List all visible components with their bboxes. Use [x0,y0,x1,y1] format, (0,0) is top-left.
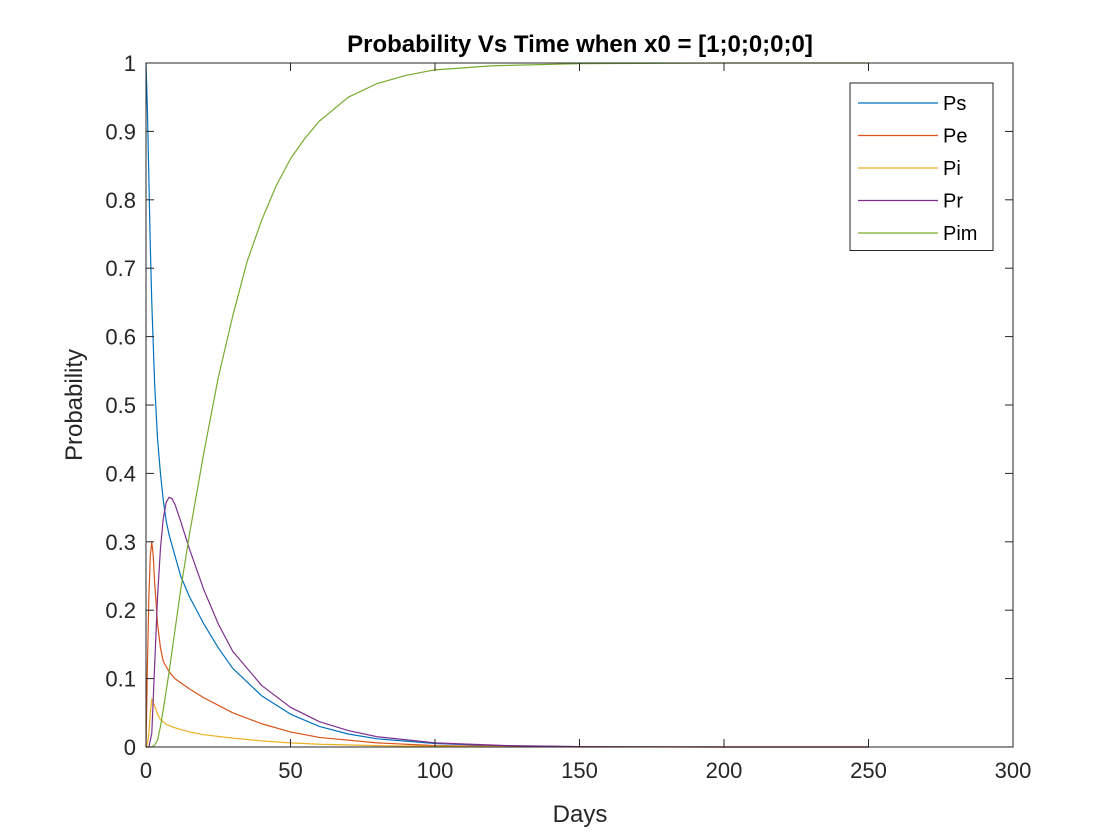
x-tick-label: 0 [140,758,152,783]
y-tick-label: 0.2 [105,598,136,623]
x-tick-label: 50 [278,758,302,783]
legend-label-ps: Ps [943,93,966,115]
y-tick-label: 0.6 [105,325,136,350]
y-tick-label: 0.3 [105,530,136,555]
series-line-pr [146,496,869,748]
y-tick-label: 1 [124,51,136,76]
legend-label-pr: Pr [943,191,963,213]
y-tick-label: 0.4 [105,461,136,486]
legend-label-pi: Pi [943,158,961,180]
series-layer [145,62,869,748]
y-axis-label: Probability [61,349,88,461]
y-tick-label: 0.8 [105,188,136,213]
x-tick-label: 250 [850,758,887,783]
y-tick-label: 0.1 [105,667,136,692]
ticks-layer: 0 50 100 150 200 250 300 0 0.1 0.2 0.3 0.4 0.5 0.6 0.7… [105,51,1031,783]
x-tick-label: 200 [706,758,743,783]
x-tick-label: 150 [561,758,598,783]
legend: Ps Pe Pi Pr Pim [849,82,994,251]
y-tick-label: 0.9 [105,119,136,144]
series-line-pi [145,698,869,748]
y-tick-label: 0.7 [105,256,136,281]
legend-box [849,82,994,251]
series-line-pim [146,62,869,748]
y-tick-label: 0 [124,735,136,760]
legend-label-pe: Pe [943,126,967,148]
series-line-ps [145,62,869,748]
x-axis-label: Days [553,801,608,828]
x-tick-label: 300 [995,758,1032,783]
legend-label-pim: Pim [943,223,977,245]
chart-title: Probability Vs Time when x0 = [1;0;0;0;0… [347,31,813,58]
y-tick-label: 0.5 [105,393,136,418]
x-tick-label: 100 [417,758,454,783]
